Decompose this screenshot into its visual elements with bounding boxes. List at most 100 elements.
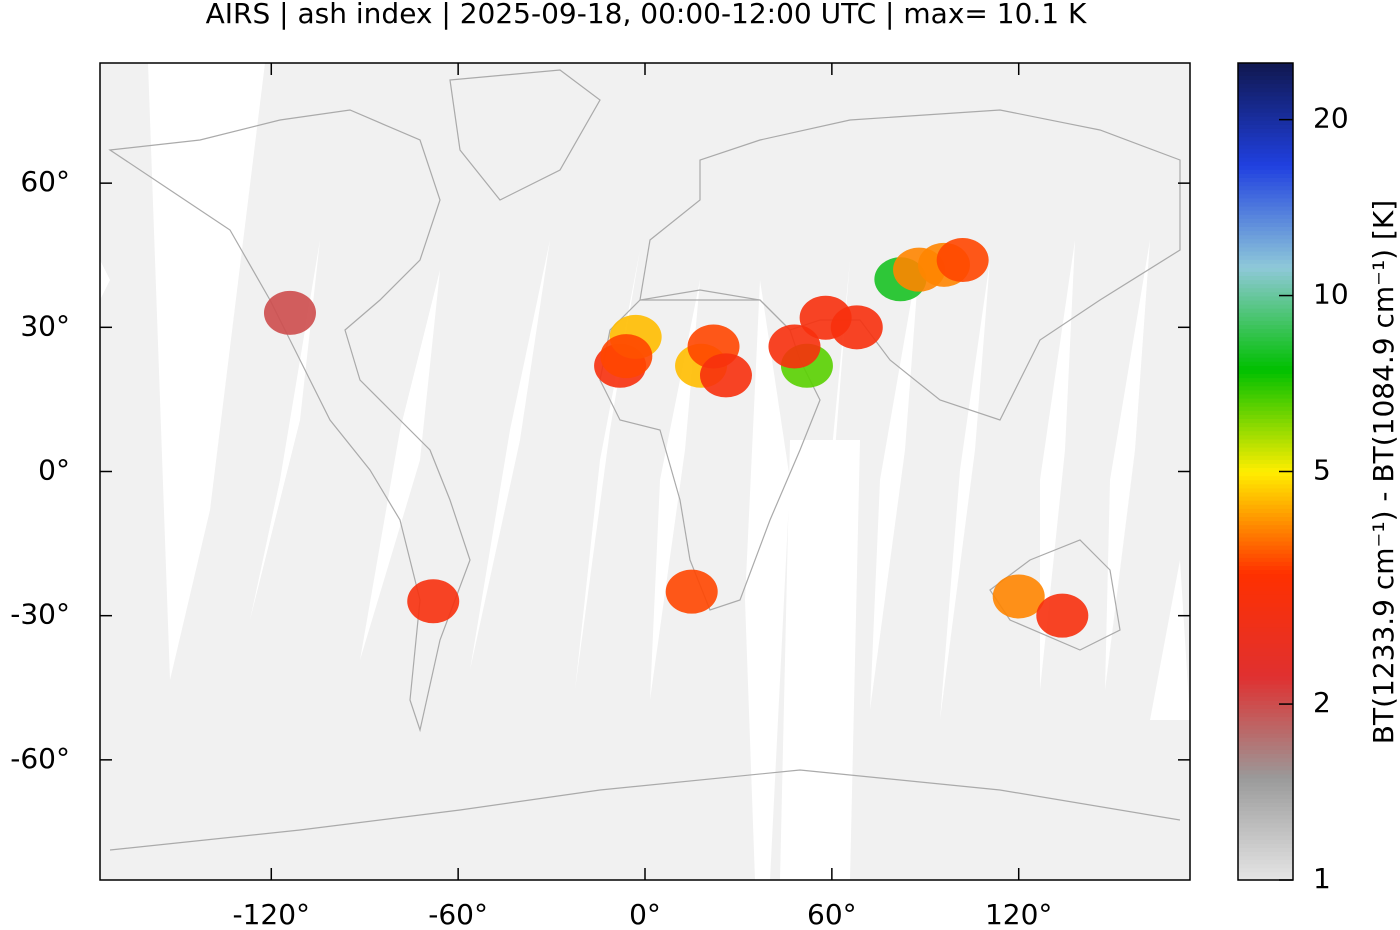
colorbar-step	[1238, 353, 1293, 358]
colorbar-step	[1238, 234, 1293, 240]
ash-index-cell	[768, 324, 821, 369]
colorbar-step	[1238, 295, 1293, 301]
colorbar-step	[1238, 777, 1293, 783]
map-background	[100, 63, 1190, 880]
colorbar-step	[1238, 103, 1293, 109]
colorbar-step	[1238, 496, 1293, 501]
ash-index-cell	[1036, 593, 1089, 638]
colorbar-step	[1238, 818, 1293, 824]
colorbar-step	[1238, 136, 1293, 142]
x-tick-label: -60°	[428, 898, 488, 930]
colorbar-step	[1238, 696, 1293, 701]
colorbar-step	[1238, 765, 1293, 771]
colorbar-step	[1238, 446, 1293, 452]
colorbar-step	[1238, 308, 1293, 313]
colorbar-step	[1238, 581, 1293, 587]
colorbar-step	[1238, 426, 1293, 432]
colorbar-step	[1238, 859, 1293, 865]
chart-title: AIRS | ash index | 2025-09-18, 00:00-12:…	[206, 0, 1087, 30]
colorbar-step	[1238, 128, 1293, 134]
colorbar-step	[1238, 508, 1293, 513]
colorbar-step	[1238, 99, 1293, 105]
y-tick-label: 60°	[20, 165, 70, 198]
colorbar-step	[1238, 205, 1293, 211]
colorbar-step	[1238, 185, 1293, 191]
colorbar-step	[1238, 193, 1293, 199]
colorbar-step	[1238, 144, 1293, 150]
colorbar-step	[1238, 737, 1293, 742]
colorbar-step	[1238, 704, 1293, 710]
colorbar-step	[1238, 442, 1293, 448]
colorbar-step	[1238, 549, 1293, 554]
colorbar-step	[1238, 83, 1293, 89]
colorbar-step	[1238, 871, 1293, 877]
colorbar-step	[1238, 569, 1293, 575]
colorbar-step	[1238, 406, 1293, 411]
colorbar-tick-label: 10	[1313, 278, 1349, 311]
colorbar-step	[1238, 434, 1293, 440]
colorbar-step	[1238, 177, 1293, 183]
colorbar-step	[1238, 602, 1293, 607]
colorbar-step	[1238, 71, 1293, 76]
colorbar-step	[1238, 745, 1293, 750]
colorbar-step	[1238, 847, 1293, 853]
colorbar-step	[1238, 169, 1293, 174]
colorbar-step	[1238, 606, 1293, 611]
colorbar-step	[1238, 545, 1293, 550]
colorbar-step	[1238, 565, 1293, 571]
colorbar	[1238, 63, 1293, 881]
colorbar-step	[1238, 389, 1293, 395]
colorbar-step	[1238, 455, 1293, 460]
colorbar-step	[1238, 524, 1293, 530]
colorbar-step	[1238, 475, 1293, 481]
x-tick-label: -120°	[233, 898, 311, 930]
ash-index-cell	[600, 334, 653, 379]
colorbar-step	[1238, 585, 1293, 591]
colorbar-step	[1238, 483, 1293, 489]
colorbar-step	[1238, 757, 1293, 763]
colorbar-step	[1238, 826, 1293, 832]
x-tick-label: 0°	[629, 898, 661, 930]
colorbar-step	[1238, 671, 1293, 677]
colorbar-step	[1238, 663, 1293, 669]
colorbar-step	[1238, 112, 1293, 117]
colorbar-step	[1238, 630, 1293, 636]
colorbar-step	[1238, 855, 1293, 861]
colorbar-step	[1238, 528, 1293, 534]
colorbar-step	[1238, 700, 1293, 705]
colorbar-step	[1238, 573, 1293, 579]
colorbar-step	[1238, 365, 1293, 370]
colorbar-step	[1238, 132, 1293, 138]
colorbar-step	[1238, 181, 1293, 187]
colorbar-step	[1238, 120, 1293, 125]
colorbar-step	[1238, 312, 1293, 317]
colorbar-step	[1238, 610, 1293, 616]
colorbar-step	[1238, 361, 1293, 366]
colorbar-step	[1238, 402, 1293, 407]
colorbar-step	[1238, 512, 1293, 518]
colorbar-step	[1238, 598, 1293, 603]
colorbar-step	[1238, 806, 1293, 812]
colorbar-step	[1238, 381, 1293, 387]
colorbar-step	[1238, 875, 1293, 881]
colorbar-step	[1238, 369, 1293, 375]
colorbar-tick-label: 5	[1313, 454, 1331, 487]
colorbar-step	[1238, 561, 1293, 567]
colorbar-step	[1238, 340, 1293, 346]
colorbar-step	[1238, 254, 1293, 260]
colorbar-step	[1238, 377, 1293, 383]
colorbar-step	[1238, 851, 1293, 857]
colorbar-step	[1238, 87, 1293, 93]
colorbar-step	[1238, 393, 1293, 399]
colorbar-step	[1238, 79, 1293, 85]
colorbar-step	[1238, 267, 1293, 272]
colorbar-step	[1238, 753, 1293, 759]
colorbar-step	[1238, 688, 1293, 693]
colorbar-step	[1238, 324, 1293, 330]
colorbar-step	[1238, 732, 1293, 738]
colorbar-step	[1238, 173, 1293, 178]
colorbar-step	[1238, 463, 1293, 469]
ash-index-cell	[992, 574, 1045, 619]
colorbar-step	[1238, 773, 1293, 779]
ash-index-cell	[830, 305, 883, 350]
